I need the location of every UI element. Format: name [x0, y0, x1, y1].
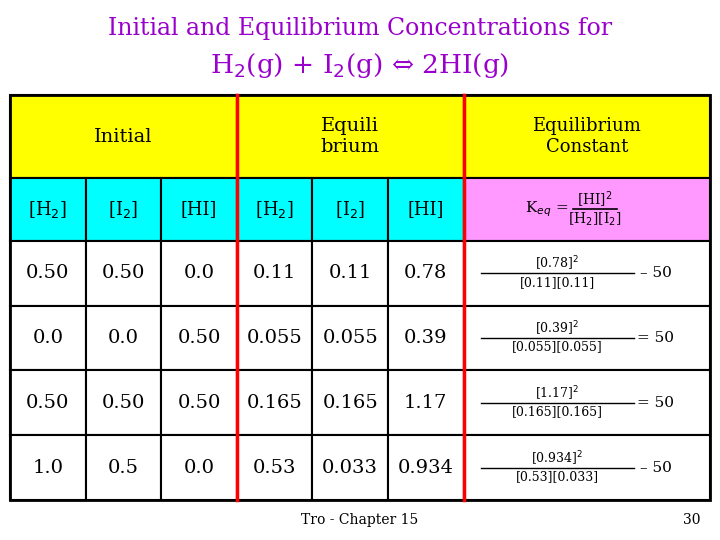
Text: 0.78: 0.78 [404, 264, 448, 282]
Bar [464, 241, 710, 306]
Bar [10, 95, 237, 178]
Bar [161, 435, 237, 500]
Bar [86, 370, 161, 435]
Bar [312, 370, 388, 435]
Text: 0.055: 0.055 [247, 329, 302, 347]
Text: 0.934: 0.934 [397, 458, 454, 477]
Text: 0.11: 0.11 [328, 264, 372, 282]
Text: [HI]: [HI] [181, 200, 217, 218]
Bar [312, 178, 388, 241]
Text: [0.934]$^2$: [0.934]$^2$ [531, 449, 583, 468]
Bar [388, 241, 464, 306]
Bar [388, 306, 464, 370]
Bar [312, 306, 388, 370]
Text: 0.0: 0.0 [108, 329, 139, 347]
Bar [464, 95, 710, 178]
Bar [464, 370, 710, 435]
Text: Tro - Chapter 15: Tro - Chapter 15 [302, 513, 418, 527]
Bar [161, 241, 237, 306]
Bar [10, 435, 86, 500]
Text: 0.50: 0.50 [102, 394, 145, 412]
Text: [0.39]$^2$: [0.39]$^2$ [535, 320, 580, 338]
Bar [237, 95, 464, 178]
Text: Initial: Initial [94, 127, 153, 145]
Text: [I$_2$]: [I$_2$] [335, 199, 365, 220]
Text: Initial and Equilibrium Concentrations for: Initial and Equilibrium Concentrations f… [108, 17, 612, 39]
Bar [10, 306, 86, 370]
Text: [0.055][0.055]: [0.055][0.055] [512, 341, 603, 354]
Text: [HI]$^2$: [HI]$^2$ [577, 189, 613, 210]
Text: [I$_2$]: [I$_2$] [108, 199, 138, 220]
Text: 0.50: 0.50 [102, 264, 145, 282]
Bar [10, 95, 710, 500]
Text: = 50: = 50 [637, 396, 675, 410]
Text: 0.11: 0.11 [253, 264, 297, 282]
Bar [86, 435, 161, 500]
Text: 0.53: 0.53 [253, 458, 297, 477]
Text: 0.39: 0.39 [404, 329, 448, 347]
Bar [86, 306, 161, 370]
Text: 0.50: 0.50 [177, 329, 221, 347]
Text: 0.50: 0.50 [177, 394, 221, 412]
Bar [161, 370, 237, 435]
Bar [86, 178, 161, 241]
Text: 0.0: 0.0 [32, 329, 63, 347]
Text: K$_{eq}$ =: K$_{eq}$ = [526, 200, 569, 219]
Text: [0.78]$^2$: [0.78]$^2$ [535, 255, 580, 273]
Text: 0.50: 0.50 [26, 394, 70, 412]
Bar [86, 241, 161, 306]
Bar [10, 241, 86, 306]
Bar [161, 178, 237, 241]
Bar [312, 241, 388, 306]
Text: 30: 30 [683, 513, 700, 527]
Text: 0.5: 0.5 [108, 458, 139, 477]
Text: [0.53][0.033]: [0.53][0.033] [516, 470, 599, 483]
Text: 0.0: 0.0 [184, 264, 215, 282]
Text: 0.50: 0.50 [26, 264, 70, 282]
Text: [HI]: [HI] [408, 200, 444, 218]
Text: 0.033: 0.033 [323, 458, 378, 477]
Text: Equilibrium
Constant: Equilibrium Constant [532, 117, 642, 156]
Text: H$_2$(g) + I$_2$(g) ⇔ 2HI(g): H$_2$(g) + I$_2$(g) ⇔ 2HI(g) [210, 51, 510, 79]
Bar [464, 178, 710, 241]
Bar [388, 178, 464, 241]
Bar [388, 370, 464, 435]
Bar [464, 435, 710, 500]
Bar [464, 306, 710, 370]
Bar [237, 306, 312, 370]
Bar [237, 435, 312, 500]
Text: 0.0: 0.0 [184, 458, 215, 477]
Text: – 50: – 50 [640, 461, 672, 475]
Text: = 50: = 50 [637, 331, 675, 345]
Text: Equili
brium: Equili brium [320, 117, 379, 156]
Bar [237, 370, 312, 435]
Text: 0.055: 0.055 [323, 329, 378, 347]
Bar [10, 370, 86, 435]
Text: – 50: – 50 [640, 266, 672, 280]
Text: 0.165: 0.165 [323, 394, 378, 412]
Text: 0.165: 0.165 [247, 394, 302, 412]
Bar [161, 306, 237, 370]
Bar [312, 435, 388, 500]
Text: [H$_2$][I$_2$]: [H$_2$][I$_2$] [568, 211, 621, 228]
Text: [1.17]$^2$: [1.17]$^2$ [535, 384, 580, 403]
Bar [237, 178, 312, 241]
Text: 1.0: 1.0 [32, 458, 63, 477]
Bar [388, 435, 464, 500]
Text: [0.11][0.11]: [0.11][0.11] [520, 276, 595, 289]
Bar [10, 178, 86, 241]
Text: 1.17: 1.17 [404, 394, 448, 412]
Text: [H$_2$]: [H$_2$] [28, 199, 67, 220]
Text: [H$_2$]: [H$_2$] [255, 199, 294, 220]
Text: [0.165][0.165]: [0.165][0.165] [512, 406, 603, 419]
Bar [237, 241, 312, 306]
